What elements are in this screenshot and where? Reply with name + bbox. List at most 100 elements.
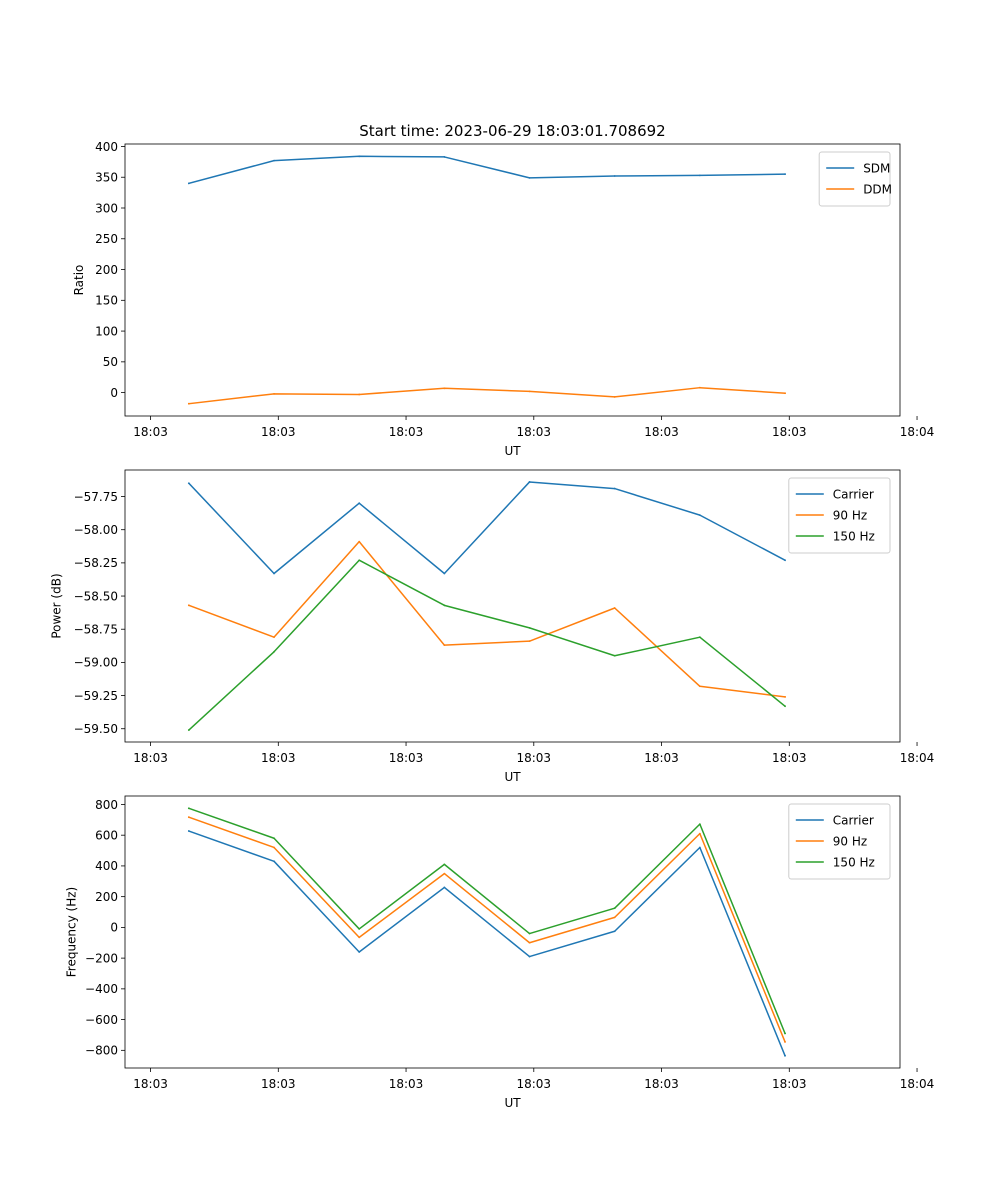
power-x-tick-label: 18:03 [644,751,679,765]
ratio-ddm-point [613,396,616,398]
power-x-tick-label: 18:03 [389,751,424,765]
power-y-tick-label: −59.00 [74,656,118,670]
frequency-90-hz-point [784,1040,786,1043]
ratio-legend: SDM DDM [818,151,892,207]
ratio-y-tick-label: 350 [95,171,118,185]
power-x-axis-label: UT [504,770,521,784]
power-90-hz-point [187,604,190,607]
frequency-90-hz-line [187,816,787,1043]
frequency-y-tick-label: 600 [95,828,118,842]
ratio-x-tick-label: 18:03 [516,425,551,439]
frequency-150-hz-point [613,907,616,910]
power-carrier-point [528,481,531,483]
power-legend-box [788,477,891,554]
frequency-x-axis-label: UT [504,1096,521,1110]
frequency-legend: Carrier 90 Hz 150 Hz [788,803,891,880]
ratio-y-tick-label: 250 [95,232,118,246]
subplot-ratio: 18:03 18:03 18:03 18:03 18:03 18:03 18:04 0 50 10… [72,140,934,458]
power-carrier-point [698,514,701,517]
frequency-90-hz-point [187,816,190,819]
frequency-y-axis-label: Frequency (Hz) [65,887,79,978]
frequency-150-hz-point [187,807,190,810]
frequency-90-hz-point [528,941,531,944]
power-y-tick-label: −58.50 [74,589,118,603]
frequency-x-tick-label: 18:03 [261,1077,296,1091]
power-carrier-point [443,572,446,575]
ratio-y-tick-label: 100 [95,324,118,338]
ratio-legend-label-ddm: DDM [863,182,892,196]
ratio-sdm-point [784,173,786,176]
ratio-sdm-point [273,159,275,162]
power-90-hz-point [443,644,446,647]
ratio-y-tick-label: 150 [95,294,118,308]
power-y-tick-label: −59.25 [74,689,118,703]
frequency-carrier-line [187,830,787,1057]
power-150-hz-point [187,729,190,731]
power-carrier-point [784,559,786,562]
frequency-y-tick-label: 800 [95,798,118,812]
frequency-y-tick-label: −400 [85,982,118,996]
frequency-legend-label-carrier: Carrier [833,813,874,827]
ratio-x-tick-label: 18:03 [261,425,296,439]
ratio-ddm-point [273,392,275,395]
power-y-tick-label: −57.75 [74,490,118,504]
power-carrier-point [613,487,616,490]
ratio-x-tick-label: 18:03 [772,425,807,439]
frequency-150-hz-point [528,932,531,935]
ratio-ddm-point [784,392,786,395]
frequency-carrier-point [784,1054,786,1057]
power-y-tick-label: −58.00 [74,523,118,537]
frequency-x-tick-label: 18:03 [516,1077,551,1091]
power-90-hz-point [613,607,616,609]
power-carrier-line [187,481,787,575]
ratio-ddm-line [188,386,786,405]
ratio-x-tick-label: 18:03 [133,425,168,439]
power-carrier-point [187,482,190,485]
ratio-legend-box [818,151,891,207]
frequency-150-hz-line [187,807,787,1035]
power-90-hz-point [528,640,531,643]
ratio-legend-label-sdm: SDM [863,161,890,175]
frequency-y-tick-label: −600 [85,1013,118,1027]
power-legend-label-90-hz: 90 Hz [833,508,867,522]
ratio-y-tick-label: 0 [110,386,118,400]
frequency-90-hz-point [358,936,361,939]
power-x-tick-label: 18:03 [772,751,807,765]
frequency-90-hz-point [443,872,446,875]
power-axes-frame [124,469,901,743]
ratio-x-tick-label: 18:03 [389,425,424,439]
ratio-x-tick-label: 18:03 [644,425,679,439]
ratio-sdm-point [528,176,531,179]
power-legend: Carrier 90 Hz 150 Hz [788,477,891,554]
frequency-y-tick-label: 200 [95,890,118,904]
frequency-150-hz-point [784,1032,786,1035]
ratio-ddm-point [528,390,531,393]
power-150-hz-point [528,626,531,629]
power-150-hz-point [273,650,275,653]
ratio-sdm-point [187,182,190,185]
ratio-ddm-point [698,386,701,389]
ratio-sdm-point [358,155,361,158]
frequency-carrier-point [358,951,361,953]
frequency-x-tick-label: 18:03 [772,1077,807,1091]
frequency-x-tick-label: 18:04 [900,1077,935,1091]
frequency-legend-label-150-hz: 150 Hz [833,855,875,869]
ratio-ddm-point [358,393,361,396]
frequency-carrier-point [273,860,275,863]
power-90-hz-point [698,685,701,688]
power-carrier-point [358,502,361,505]
ratio-ddm-point [187,402,190,405]
ratio-y-tick-label: 50 [103,355,118,369]
power-150-hz-point [698,636,701,639]
frequency-legend-label-90-hz: 90 Hz [833,834,867,848]
power-90-hz-line [187,540,786,698]
frequency-150-hz-point [273,837,275,840]
power-carrier-point [273,572,275,575]
power-y-tick-label: −59.50 [74,722,118,736]
power-y-tick-label: −58.75 [74,623,118,637]
power-150-hz-point [358,559,361,562]
ratio-x-tick-label: 18:04 [900,425,935,439]
power-x-tick-label: 18:03 [133,751,168,765]
frequency-150-hz-point [443,863,446,866]
